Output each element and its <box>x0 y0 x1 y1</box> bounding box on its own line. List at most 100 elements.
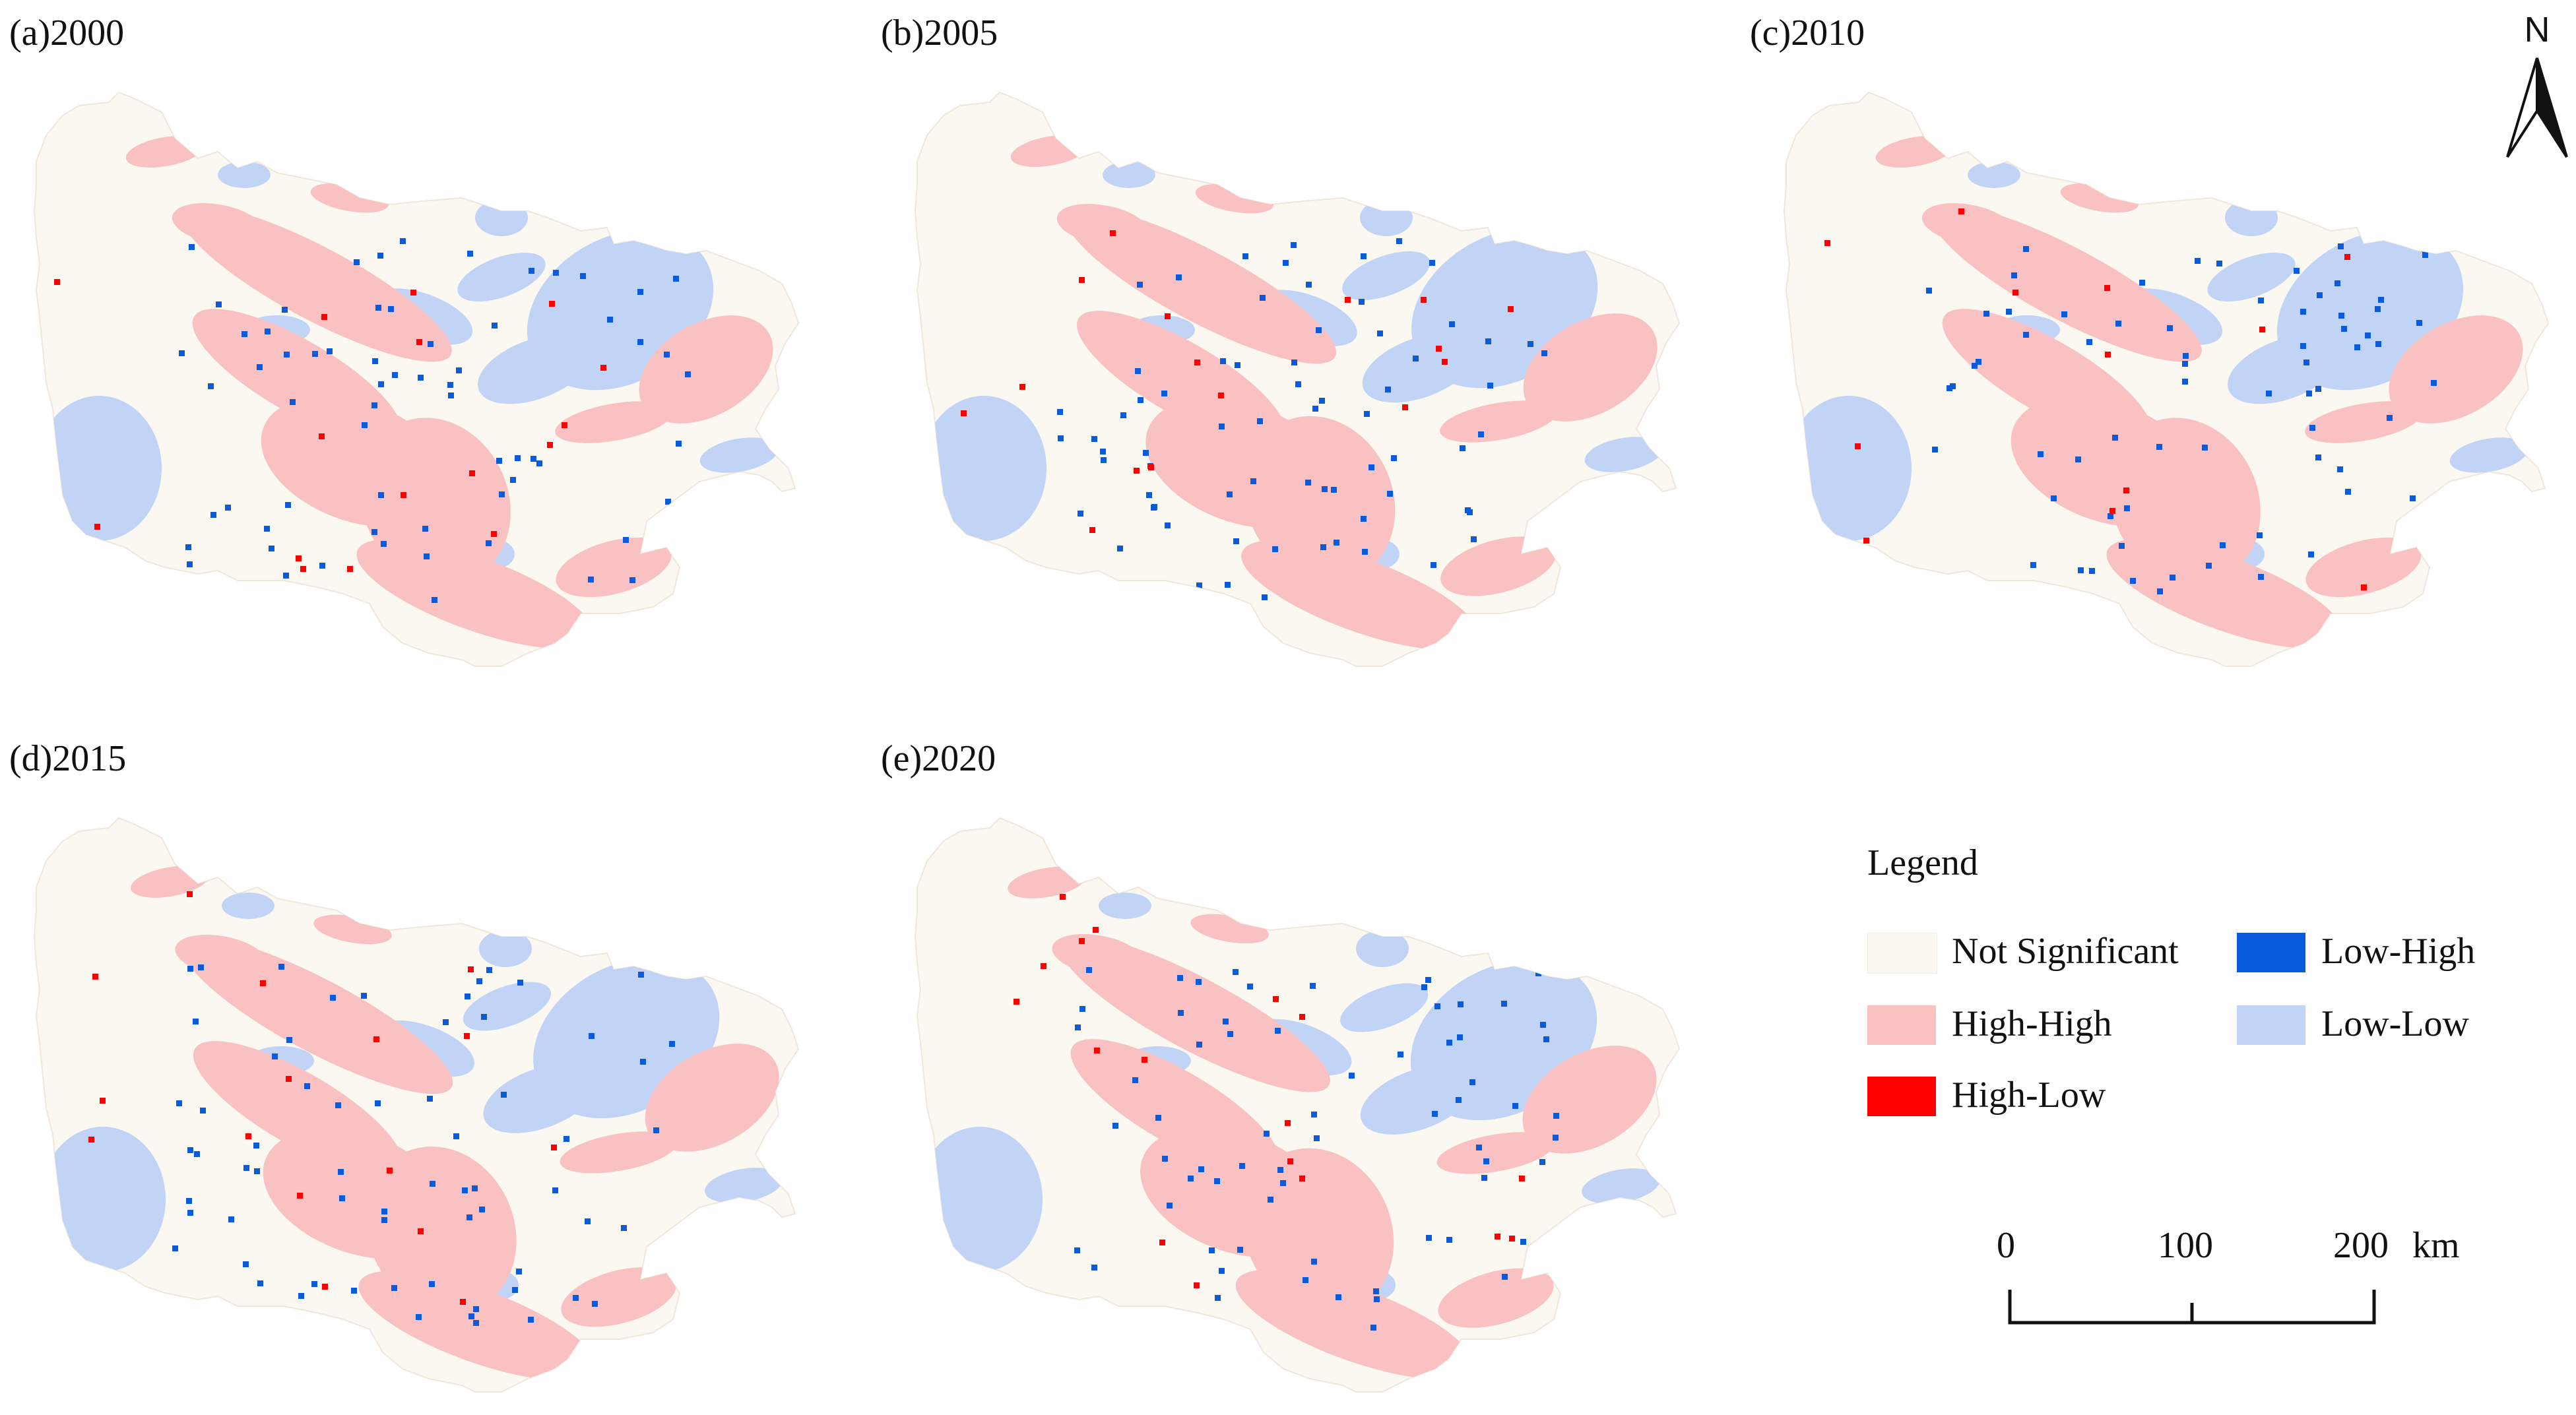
low-high-cell <box>1361 253 1367 259</box>
high-low-cell <box>1958 208 1964 214</box>
low-high-cell <box>1272 546 1278 552</box>
low-high-cell <box>1385 387 1391 393</box>
low-high-cell <box>1362 549 1368 555</box>
low-high-cell <box>2195 258 2201 264</box>
low-high-cell <box>473 1306 479 1312</box>
low-high-cell <box>1314 1135 1320 1141</box>
low-high-cell <box>1155 1115 1161 1121</box>
low-high-cell <box>233 602 239 608</box>
low-high-cell <box>187 1210 193 1216</box>
low-high-cell <box>1370 1325 1376 1331</box>
low-high-cell <box>1331 487 1337 493</box>
low-high-cell <box>1176 1327 1182 1333</box>
low-high-cell <box>283 573 289 579</box>
low-high-cell <box>1432 1111 1438 1117</box>
high-low-cell <box>416 339 422 345</box>
high-high-cluster <box>1522 1046 1657 1154</box>
low-low-cluster <box>1356 930 1409 967</box>
high-low-cell <box>1299 1176 1305 1181</box>
low-high-cell <box>185 544 191 550</box>
low-high-cell <box>1446 1040 1452 1046</box>
high-low-cell <box>414 180 420 186</box>
low-high-cell <box>1275 1028 1281 1034</box>
scale-bar-line <box>2008 1290 2376 1325</box>
low-high-cell <box>1264 1131 1270 1137</box>
low-high-cell <box>1950 383 1956 389</box>
low-high-cell <box>432 597 437 603</box>
low-high-cell <box>265 329 271 334</box>
low-high-cell <box>492 323 498 329</box>
low-high-cell <box>573 1295 579 1301</box>
low-high-cell <box>427 1096 433 1102</box>
high-low-cell <box>1495 1234 1500 1240</box>
high-low-cell <box>1273 996 1279 1002</box>
low-high-cell <box>2317 292 2323 298</box>
low-high-cell <box>486 967 492 973</box>
legend-title: Legend <box>1867 842 1978 883</box>
low-high-cell <box>580 273 586 279</box>
low-high-cell <box>1449 321 1455 327</box>
low-high-cell <box>2010 590 2016 596</box>
low-high-cell <box>1250 478 1256 484</box>
low-high-cell <box>1091 1265 1097 1271</box>
low-high-cell <box>378 492 384 498</box>
high-high-cluster <box>1438 1268 1554 1328</box>
low-high-cell <box>339 1195 345 1201</box>
low-high-cell <box>1227 1031 1233 1037</box>
low-high-cell <box>338 1169 344 1175</box>
high-low-cell <box>54 279 60 285</box>
high-low-cell <box>321 314 327 320</box>
low-high-cell <box>2170 575 2175 581</box>
high-low-cell <box>1855 443 1861 449</box>
low-high-cell <box>668 1265 674 1271</box>
low-high-cell <box>1349 1073 1355 1079</box>
low-high-cell <box>1277 1167 1283 1173</box>
low-high-cell <box>1320 544 1326 550</box>
low-high-cell <box>1237 1247 1243 1253</box>
high-low-cell <box>1442 359 1448 365</box>
high-low-cell <box>1302 891 1308 897</box>
low-high-cell <box>189 244 195 250</box>
low-high-cell <box>2023 246 2029 252</box>
low-high-cell <box>2338 243 2344 249</box>
low-high-cell <box>429 1281 435 1287</box>
low-high-cell <box>1972 363 1978 369</box>
low-high-cell <box>372 358 378 364</box>
low-high-cell <box>378 381 384 387</box>
low-high-cell <box>2303 360 2309 365</box>
high-low-cell <box>1079 938 1085 944</box>
high-low-cell <box>300 566 306 572</box>
low-high-cell <box>468 1313 474 1319</box>
low-high-cell <box>664 352 670 358</box>
high-high-cluster <box>1235 1269 1473 1379</box>
high-low-cell <box>1014 999 1019 1005</box>
low-high-cell <box>2061 311 2067 317</box>
low-high-cell <box>1242 253 1248 259</box>
low-high-cell <box>1310 983 1316 989</box>
legend-item-label: High-Low <box>1952 1075 2106 1116</box>
low-high-cell <box>1120 412 1126 418</box>
high-low-cell <box>2029 153 2035 159</box>
high-low-cell <box>296 555 302 561</box>
high-low-cell <box>549 301 555 307</box>
low-high-cell <box>676 441 682 447</box>
legend: Legend Not Significant High-High High-Lo… <box>1867 844 2527 1135</box>
high-high-cluster <box>1523 313 1658 422</box>
low-high-cell <box>210 512 216 518</box>
low-high-cell <box>1983 311 1989 317</box>
low-high-cell <box>462 1187 468 1193</box>
low-high-cell <box>448 393 454 398</box>
high-low-cell <box>2109 508 2115 514</box>
low-high-cell <box>381 541 387 547</box>
high-low-cell <box>2104 285 2110 291</box>
high-low-cell <box>100 1098 106 1104</box>
map-panel-2020: (e)2020 <box>881 726 1739 1415</box>
low-high-cell <box>416 1314 422 1320</box>
low-high-cell <box>257 364 263 370</box>
low-high-cell <box>1215 1295 1221 1301</box>
low-low-cluster <box>1340 983 1429 1032</box>
low-high-cell <box>1233 538 1239 544</box>
low-high-cell <box>512 1287 518 1293</box>
low-low-cluster <box>1584 437 1663 472</box>
low-high-cell <box>1540 1022 1546 1028</box>
